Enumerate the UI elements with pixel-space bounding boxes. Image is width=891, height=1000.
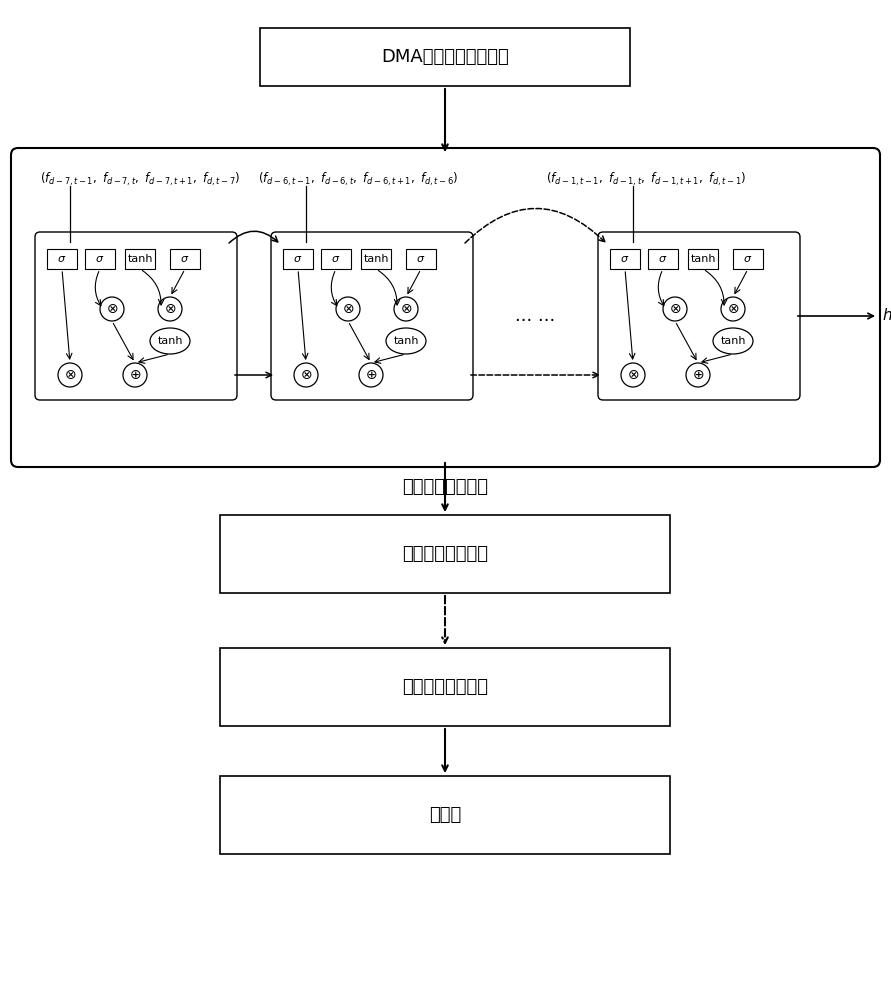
Circle shape	[336, 297, 360, 321]
Text: tanh: tanh	[364, 254, 388, 264]
Bar	[688, 249, 718, 269]
Text: $\sigma$: $\sigma$	[331, 254, 340, 264]
Circle shape	[58, 363, 82, 387]
Text: $\sigma$: $\sigma$	[95, 254, 104, 264]
Text: $\sigma$: $\sigma$	[180, 254, 190, 264]
Circle shape	[721, 297, 745, 321]
Circle shape	[294, 363, 318, 387]
Text: $\otimes$: $\otimes$	[299, 368, 312, 382]
FancyBboxPatch shape	[35, 232, 237, 400]
Bar	[125, 249, 155, 269]
FancyBboxPatch shape	[598, 232, 800, 400]
Text: $(f_{d-6,t-1},\ f_{d-6,t},\ f_{d-6,t+1},\ f_{d,t-6})$: $(f_{d-6,t-1},\ f_{d-6,t},\ f_{d-6,t+1},…	[258, 171, 458, 188]
Bar	[648, 249, 678, 269]
Text: $\oplus$: $\oplus$	[129, 368, 141, 382]
Text: tanh: tanh	[157, 336, 183, 346]
Bar	[85, 249, 115, 269]
Text: $\otimes$: $\otimes$	[626, 368, 639, 382]
Text: $\otimes$: $\otimes$	[342, 302, 355, 316]
Text: DMA入口流量数据输入: DMA入口流量数据输入	[381, 48, 509, 66]
Bar	[220, 648, 670, 726]
FancyBboxPatch shape	[271, 232, 473, 400]
Circle shape	[621, 363, 645, 387]
Bar	[361, 249, 391, 269]
Text: $\sigma$: $\sigma$	[743, 254, 753, 264]
Circle shape	[123, 363, 147, 387]
Circle shape	[394, 297, 418, 321]
Text: $\sigma$: $\sigma$	[293, 254, 303, 264]
Text: $(f_{d-1,t-1},\ f_{d-1,t},\ f_{d-1,t+1},\ f_{d,t-1})$: $(f_{d-1,t-1},\ f_{d-1,t},\ f_{d-1,t+1},…	[546, 171, 747, 188]
Bar	[283, 249, 313, 269]
Bar	[321, 249, 351, 269]
Text: $h_t$: $h_t$	[882, 307, 891, 325]
Text: $\oplus$: $\oplus$	[691, 368, 704, 382]
Text: $\otimes$: $\otimes$	[727, 302, 740, 316]
Text: $\otimes$: $\otimes$	[669, 302, 682, 316]
Circle shape	[663, 297, 687, 321]
Bar	[220, 776, 670, 854]
Text: 输出层: 输出层	[429, 806, 462, 824]
Bar	[406, 249, 436, 269]
Text: 全连接神经网络层: 全连接神经网络层	[402, 545, 488, 563]
Text: tanh: tanh	[720, 336, 746, 346]
Circle shape	[158, 297, 182, 321]
Circle shape	[686, 363, 710, 387]
Text: $\otimes$: $\otimes$	[64, 368, 77, 382]
Text: $\otimes$: $\otimes$	[164, 302, 176, 316]
Text: 全连接神经网络层: 全连接神经网络层	[402, 678, 488, 696]
Text: ... ...: ... ...	[515, 307, 556, 325]
Text: $\sigma$: $\sigma$	[620, 254, 630, 264]
Text: $\otimes$: $\otimes$	[106, 302, 119, 316]
Text: $\otimes$: $\otimes$	[400, 302, 413, 316]
Bar	[47, 249, 77, 269]
Text: $\oplus$: $\oplus$	[364, 368, 377, 382]
Text: tanh: tanh	[691, 254, 715, 264]
Bar	[610, 249, 640, 269]
Bar	[260, 28, 630, 86]
Ellipse shape	[713, 328, 753, 354]
Bar	[170, 249, 200, 269]
Text: $\sigma$: $\sigma$	[57, 254, 67, 264]
Text: tanh: tanh	[127, 254, 152, 264]
Circle shape	[100, 297, 124, 321]
Text: 长短时记忆单元层: 长短时记忆单元层	[403, 478, 488, 496]
Text: $\sigma$: $\sigma$	[416, 254, 426, 264]
Bar	[733, 249, 763, 269]
Text: $(f_{d-7,t-1},\ f_{d-7,t},\ f_{d-7,t+1},\ f_{d,t-7})$: $(f_{d-7,t-1},\ f_{d-7,t},\ f_{d-7,t+1},…	[40, 171, 241, 188]
Circle shape	[359, 363, 383, 387]
Text: $\sigma$: $\sigma$	[658, 254, 667, 264]
Ellipse shape	[150, 328, 190, 354]
Text: tanh: tanh	[393, 336, 419, 346]
Bar	[220, 515, 670, 593]
Ellipse shape	[386, 328, 426, 354]
FancyBboxPatch shape	[11, 148, 880, 467]
